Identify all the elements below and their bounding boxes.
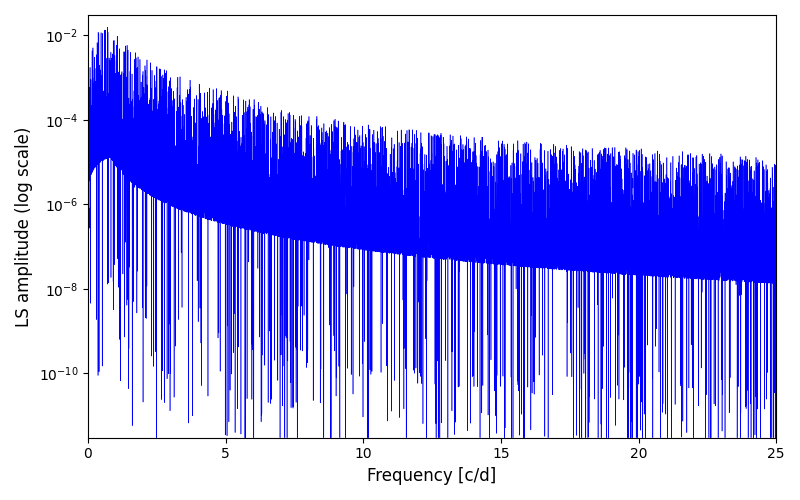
X-axis label: Frequency [c/d]: Frequency [c/d] xyxy=(367,467,497,485)
Y-axis label: LS amplitude (log scale): LS amplitude (log scale) xyxy=(15,126,33,326)
